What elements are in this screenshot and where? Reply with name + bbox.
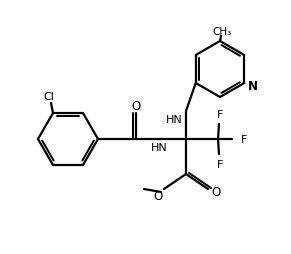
Text: CH₃: CH₃ [212,27,232,37]
Text: Cl: Cl [44,92,54,102]
Text: O: O [153,189,163,202]
Text: F: F [241,134,247,145]
Text: O: O [211,186,221,199]
Text: O: O [131,100,141,113]
Text: N: N [248,79,258,92]
Text: F: F [217,109,223,120]
Text: F: F [217,159,223,169]
Text: HN: HN [151,142,167,152]
Text: HN: HN [166,115,182,124]
